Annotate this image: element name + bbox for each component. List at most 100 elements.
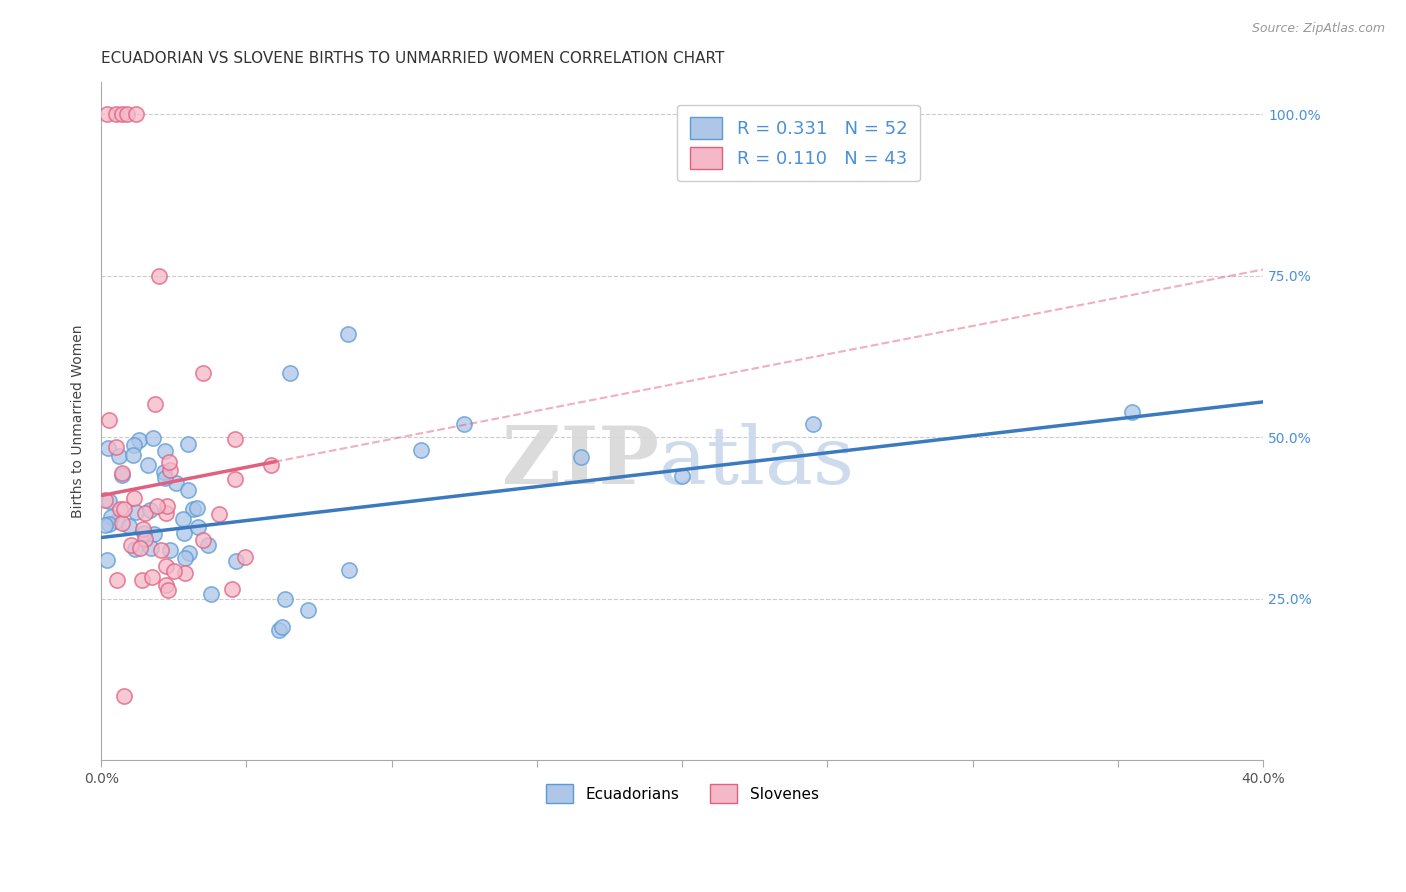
Point [96, 107, 118, 121]
Point [177, 546, 200, 560]
Point [96, 553, 118, 567]
Point [105, 514, 128, 528]
Point [104, 441, 127, 455]
Text: Source: ZipAtlas.com: Source: ZipAtlas.com [1251, 22, 1385, 36]
Point [337, 563, 360, 577]
Point [111, 516, 134, 531]
Point [110, 107, 132, 121]
Text: ZIP: ZIP [502, 423, 659, 501]
Point [146, 500, 169, 514]
Point [111, 467, 134, 482]
Point [197, 538, 219, 552]
Point [224, 472, 246, 486]
Text: ECUADORIAN VS SLOVENE BIRTHS TO UNMARRIED WOMEN CORRELATION CHART: ECUADORIAN VS SLOVENE BIRTHS TO UNMARRIE… [101, 51, 724, 66]
Point [225, 554, 247, 568]
Point [153, 466, 176, 480]
Point [134, 532, 156, 546]
Point [118, 519, 141, 533]
Point [187, 519, 209, 533]
Point [233, 549, 256, 564]
Point [191, 533, 214, 547]
Point [208, 508, 231, 522]
Point [141, 541, 163, 555]
Point [122, 448, 145, 462]
Legend: Ecuadorians, Slovenes: Ecuadorians, Slovenes [536, 773, 830, 814]
Point [159, 542, 181, 557]
Point [120, 538, 142, 552]
Point [224, 432, 246, 446]
Point [297, 603, 319, 617]
Point [150, 543, 173, 558]
Point [100, 509, 122, 524]
Point [111, 466, 134, 480]
Point [97, 517, 120, 532]
Point [453, 417, 475, 432]
Point [159, 463, 181, 477]
Point [155, 578, 177, 592]
Point [124, 505, 146, 519]
Point [157, 455, 180, 469]
Point [136, 458, 159, 473]
Point [155, 506, 177, 520]
Point [177, 437, 200, 451]
Point [337, 326, 360, 341]
Point [221, 582, 243, 597]
Point [163, 564, 186, 578]
Point [142, 431, 165, 445]
Point [108, 449, 131, 463]
Point [177, 483, 200, 498]
Point [173, 525, 195, 540]
Point [153, 471, 176, 485]
Point [1121, 404, 1143, 418]
Point [134, 506, 156, 520]
Point [132, 526, 155, 541]
Point [98, 494, 121, 508]
Point [143, 397, 166, 411]
Point [172, 512, 194, 526]
Point [125, 107, 148, 121]
Point [274, 591, 297, 606]
Y-axis label: Births to Unmarried Women: Births to Unmarried Women [72, 325, 86, 518]
Point [122, 438, 145, 452]
Point [141, 569, 163, 583]
Point [200, 587, 222, 601]
Point [128, 434, 150, 448]
Point [260, 458, 283, 472]
Point [157, 582, 180, 597]
Point [267, 624, 290, 638]
Point [156, 500, 179, 514]
Point [181, 502, 204, 516]
Text: atlas: atlas [659, 423, 853, 501]
Point [94, 518, 117, 533]
Point [142, 526, 165, 541]
Point [671, 469, 693, 483]
Point [124, 542, 146, 557]
Point [117, 107, 139, 121]
Point [94, 493, 117, 508]
Point [132, 522, 155, 536]
Point [270, 619, 292, 633]
Point [105, 573, 128, 587]
Point [174, 566, 197, 581]
Point [278, 366, 301, 380]
Point [153, 444, 176, 458]
Point [186, 501, 208, 516]
Point [114, 689, 136, 703]
Point [122, 491, 145, 505]
Point [191, 366, 214, 380]
Point [108, 502, 131, 516]
Point [569, 450, 592, 464]
Point [174, 550, 197, 565]
Point [131, 573, 153, 587]
Point [112, 501, 135, 516]
Point [409, 443, 432, 458]
Point [155, 559, 177, 574]
Point [97, 441, 120, 455]
Point [97, 413, 120, 427]
Point [139, 503, 162, 517]
Point [801, 417, 824, 432]
Point [148, 268, 170, 283]
Point [104, 107, 127, 121]
Point [128, 541, 150, 555]
Point [165, 476, 187, 491]
